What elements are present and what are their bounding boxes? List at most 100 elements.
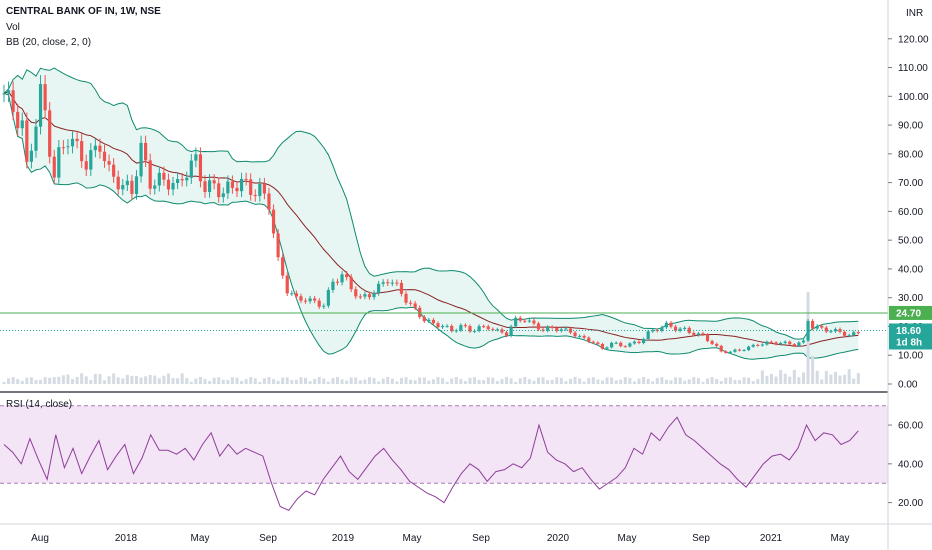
candle-body[interactable] [162,172,166,180]
candle-body[interactable] [450,325,454,332]
candle-body[interactable] [271,209,276,234]
candle-body[interactable] [340,274,344,283]
candle-body[interactable] [715,343,719,346]
candle-body[interactable] [48,110,52,157]
candle-body[interactable] [801,340,806,343]
candle-body[interactable] [660,327,664,331]
candle-body[interactable] [733,349,737,352]
candle-body[interactable] [495,329,499,331]
candle-body[interactable] [482,326,486,328]
candle-body[interactable] [427,319,431,322]
price-pane[interactable] [0,67,888,384]
candle-body[interactable] [308,298,312,302]
candle-body[interactable] [578,335,582,337]
candle-body[interactable] [2,93,6,95]
candle-body[interactable] [345,274,349,278]
candle-body[interactable] [303,300,308,302]
candle-body[interactable] [221,193,225,198]
candle-body[interactable] [75,138,79,142]
candle-body[interactable] [408,302,413,304]
candle-body[interactable] [852,332,856,336]
candle-body[interactable] [637,341,641,343]
candle-body[interactable] [728,351,732,353]
candle-body[interactable] [404,293,408,303]
candle-body[interactable] [696,333,700,336]
candle-body[interactable] [139,142,143,177]
candle-body[interactable] [596,342,600,344]
candle-body[interactable] [38,84,43,127]
candle-body[interactable] [646,331,650,339]
candle-body[interactable] [185,177,189,181]
candle-body[interactable] [262,183,266,194]
candle-body[interactable] [833,329,838,332]
candle-body[interactable] [829,331,833,333]
candle-body[interactable] [386,282,390,284]
candle-body[interactable] [856,332,860,334]
candle-body[interactable] [431,319,436,324]
candle-body[interactable] [422,317,426,322]
candle-body[interactable] [651,329,655,332]
candle-body[interactable] [281,257,285,276]
candle-body[interactable] [445,325,449,327]
candle-body[interactable] [34,126,38,151]
candle-body[interactable] [719,345,723,352]
candle-body[interactable] [258,183,262,197]
candle-body[interactable] [724,351,728,353]
candle-body[interactable] [509,326,513,336]
candle-body[interactable] [514,317,518,327]
rsi-line[interactable] [3,416,859,511]
candle-body[interactable] [25,120,29,162]
candle-body[interactable] [532,320,536,324]
candle-body[interactable] [116,176,120,190]
candle-body[interactable] [463,325,468,327]
candle-body[interactable] [468,326,472,332]
candle-body[interactable] [820,325,824,328]
candle-body[interactable] [413,303,417,308]
candle-body[interactable] [692,332,696,336]
rsi-pane[interactable] [0,405,888,511]
candle-body[interactable] [673,326,678,331]
candle-body[interactable] [354,289,358,297]
candle-body[interactable] [148,160,152,189]
candle-body[interactable] [290,293,294,295]
candle-body[interactable] [669,322,673,327]
candle-body[interactable] [824,327,828,332]
candle-body[interactable] [806,320,810,341]
candle-body[interactable] [605,347,609,349]
candle-body[interactable] [121,185,125,190]
candle-body[interactable] [459,325,463,331]
candle-body[interactable] [157,172,161,186]
candle-body[interactable] [294,293,298,297]
candle-body[interactable] [783,341,787,343]
candle-body[interactable] [774,342,778,345]
candle-body[interactable] [16,111,20,129]
candle-body[interactable] [180,179,184,181]
candle-body[interactable] [486,326,490,330]
candle-body[interactable] [194,154,198,161]
candle-body[interactable] [102,151,107,162]
candle-body[interactable] [230,181,235,188]
candle-body[interactable] [756,344,760,346]
candle-body[interactable] [582,335,586,338]
candle-body[interactable] [523,320,527,322]
candle-body[interactable] [399,282,404,294]
candle-body[interactable] [189,160,193,178]
candle-body[interactable] [573,332,577,337]
candle-body[interactable] [70,138,75,147]
candle-body[interactable] [678,328,682,331]
candle-body[interactable] [107,161,111,165]
candle-body[interactable] [760,344,764,346]
candle-body[interactable] [664,322,669,328]
candle-body[interactable] [153,185,157,189]
candle-body[interactable] [815,325,819,329]
candle-body[interactable] [93,145,97,151]
candle-body[interactable] [614,342,618,344]
candle-body[interactable] [779,342,783,345]
candle-body[interactable] [244,178,248,180]
candle-body[interactable] [57,147,61,178]
candle-body[interactable] [797,342,801,346]
candle-body[interactable] [198,154,203,182]
candle-body[interactable] [769,341,774,343]
candle-body[interactable] [395,282,399,284]
